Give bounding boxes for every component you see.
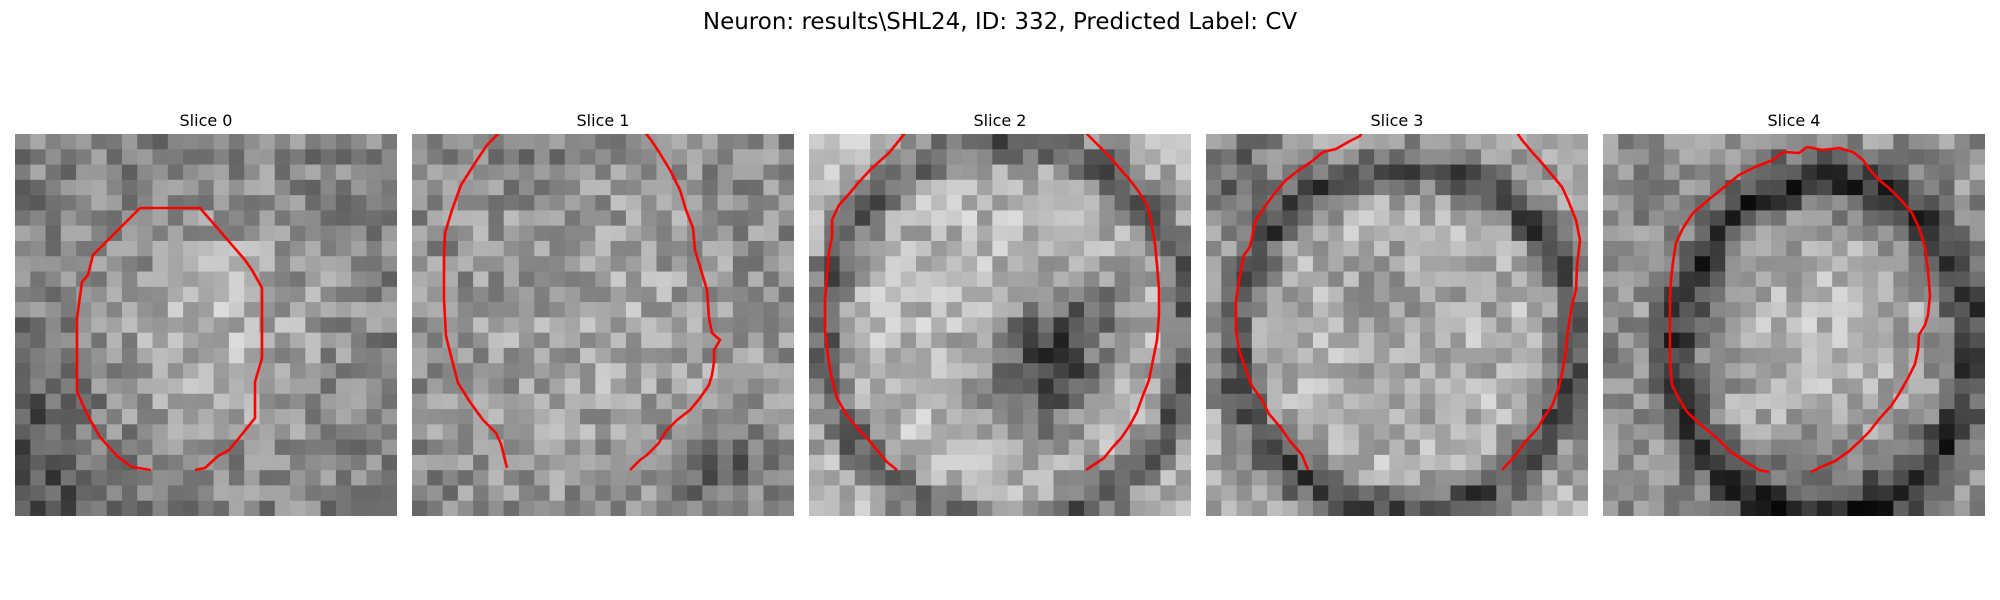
contour-line [140,206,264,472]
slice-image-4 [1603,134,1985,516]
slice-title: Slice 2 [973,111,1027,130]
slice-title: Slice 4 [1767,111,1821,130]
figure-title: Neuron: results\SHL24, ID: 332, Predicte… [702,9,1298,35]
contour-line [75,207,152,472]
slice-title: Slice 3 [1370,111,1424,130]
contour-line [1085,134,1161,472]
contour-line [1668,145,1824,474]
slice-title: Slice 1 [576,111,630,130]
contour-line [1501,134,1582,471]
slice-image-3 [1206,134,1588,516]
contour-line [1810,146,1932,474]
slice-image-1 [412,134,794,516]
slice-image-2 [809,134,1191,516]
contour-line [442,134,509,469]
slice-image-0 [15,134,397,516]
contour-line [1234,134,1363,471]
slice-title: Slice 0 [179,111,233,130]
contour-line [823,134,906,472]
contour-line [629,134,722,471]
